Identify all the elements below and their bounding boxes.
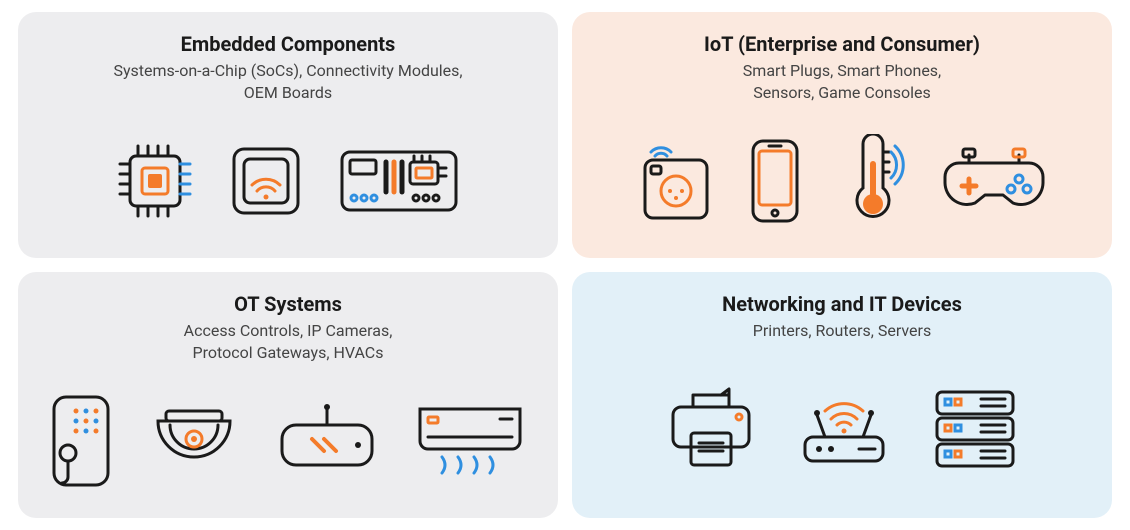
card-subtitle: Access Controls, IP Cameras, Protocol Ga… xyxy=(184,320,393,363)
card-title: Embedded Components xyxy=(181,32,396,56)
card-title: IoT (Enterprise and Consumer) xyxy=(704,32,980,56)
card-title: OT Systems xyxy=(234,292,342,316)
ip-camera-icon xyxy=(144,403,244,479)
thermometer-sensor-icon xyxy=(833,134,911,228)
card-subtitle: Printers, Routers, Servers xyxy=(753,320,931,342)
smartphone-icon xyxy=(745,135,805,227)
icon-row xyxy=(112,117,464,244)
icon-row xyxy=(46,377,530,504)
card-iot: IoT (Enterprise and Consumer) Smart Plug… xyxy=(572,12,1112,258)
soc-chip-icon xyxy=(112,138,198,224)
card-networking: Networking and IT Devices Printers, Rout… xyxy=(572,272,1112,518)
icon-row xyxy=(661,356,1023,504)
card-subtitle: Smart Plugs, Smart Phones, Sensors, Game… xyxy=(743,60,941,103)
smart-lock-icon xyxy=(46,391,116,491)
icon-row xyxy=(635,117,1049,244)
card-subtitle: Systems-on-a-Chip (SoCs), Connectivity M… xyxy=(113,60,462,103)
hvac-icon xyxy=(410,397,530,485)
card-title: Networking and IT Devices xyxy=(722,292,962,316)
gateway-icon xyxy=(272,401,382,481)
game-controller-icon xyxy=(939,141,1049,221)
wifi-module-icon xyxy=(226,141,306,221)
card-ot: OT Systems Access Controls, IP Cameras, … xyxy=(18,272,558,518)
server-rack-icon xyxy=(927,384,1023,476)
card-embedded: Embedded Components Systems-on-a-Chip (S… xyxy=(18,12,558,258)
category-grid: Embedded Components Systems-on-a-Chip (S… xyxy=(18,12,1112,518)
printer-icon xyxy=(661,385,761,475)
smart-plug-icon xyxy=(635,136,717,226)
router-icon xyxy=(789,385,899,475)
oem-board-icon xyxy=(334,138,464,224)
